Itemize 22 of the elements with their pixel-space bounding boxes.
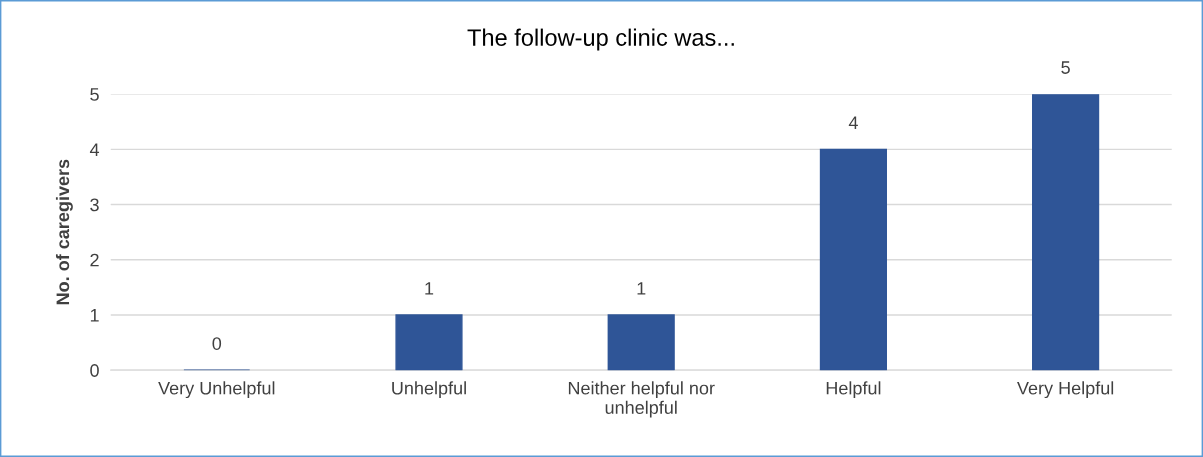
y-axis-title: No. of caregivers	[55, 159, 73, 305]
data-label: 0	[212, 337, 222, 350]
x-tick-label: Very Unhelpful	[158, 381, 275, 399]
y-tick-label: 2	[90, 253, 99, 267]
bar	[819, 148, 887, 371]
y-tick-label: 3	[90, 198, 99, 212]
y-tick-label: 0	[90, 364, 99, 377]
x-tick-label: Very Helpful	[1017, 381, 1114, 399]
data-label: 1	[425, 282, 434, 295]
data-label: 1	[637, 282, 646, 295]
x-tick-label: Helpful	[826, 381, 881, 399]
x-tick-label: Neither helpful nor unhelpful	[568, 381, 715, 418]
data-label: 5	[1061, 61, 1070, 74]
bar	[1032, 94, 1100, 371]
bar	[395, 314, 463, 371]
chart-title: The follow-up clinic was...	[467, 28, 734, 51]
y-tick-label: 4	[89, 143, 100, 156]
y-tick-label: 1	[90, 309, 99, 322]
y-tick-label: 5	[90, 88, 99, 101]
bar	[607, 314, 675, 371]
data-label: 4	[848, 116, 858, 129]
x-tick-label: Unhelpful	[392, 381, 466, 399]
